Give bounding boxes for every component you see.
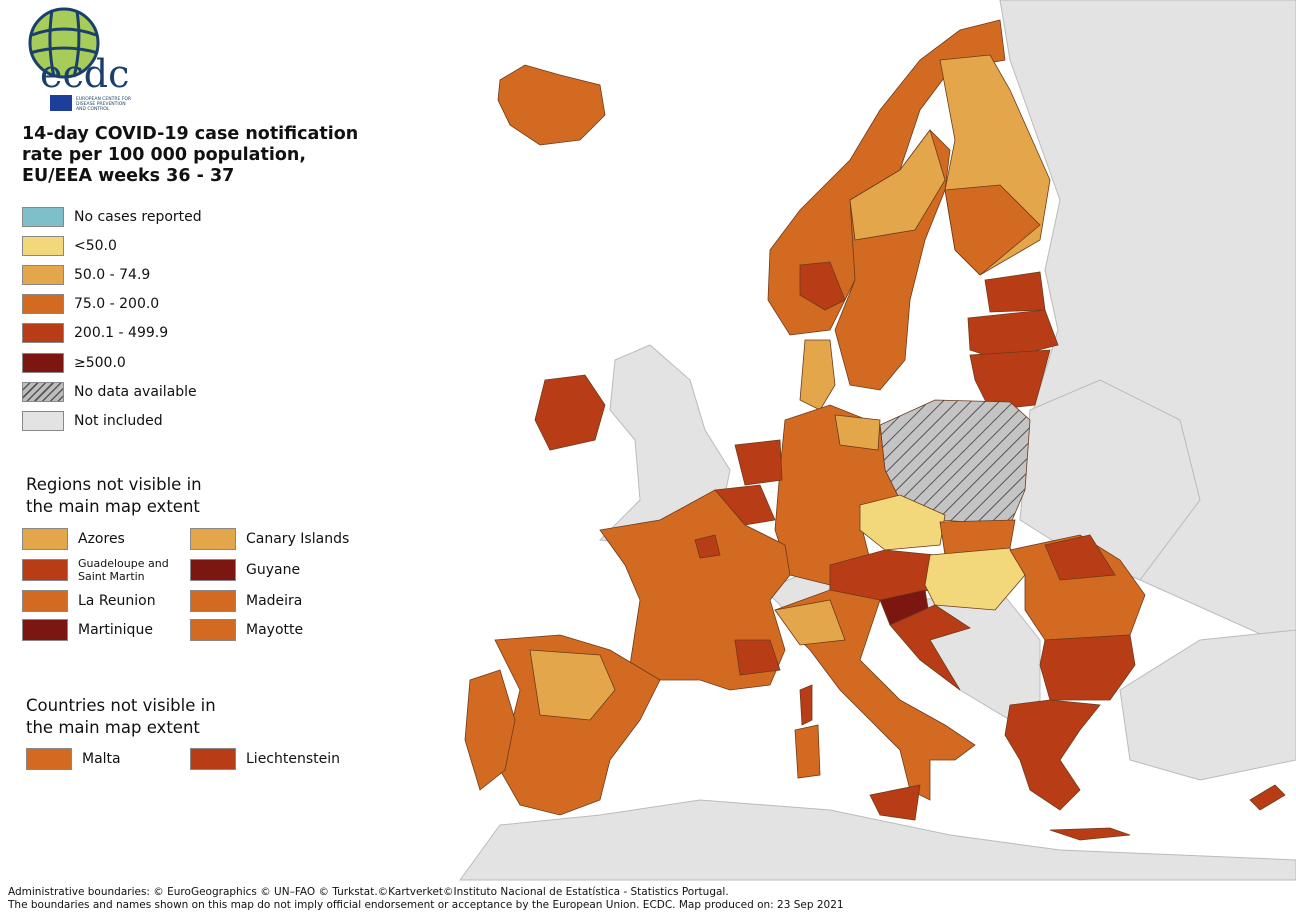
country-malta: Malta	[26, 748, 190, 770]
region-turkey-not-included	[1119, 629, 1296, 781]
region-france-paris	[694, 534, 721, 559]
region-finland-south	[944, 184, 1041, 276]
region-label: Mayotte	[246, 622, 304, 638]
region-martinique: Martinique	[22, 619, 190, 641]
legend-label: 75.0 - 200.0	[74, 296, 160, 313]
swatch	[190, 590, 236, 612]
country-iceland	[497, 64, 606, 146]
regions-heading: Regions not visible in the main map exte…	[26, 475, 202, 516]
region-madeira: Madeira	[190, 590, 360, 612]
region-label: Madeira	[246, 593, 303, 609]
swatch	[190, 559, 236, 581]
legend-label: <50.0	[74, 237, 117, 254]
footer-line-2: The boundaries and names shown on this m…	[8, 899, 844, 911]
country-label: Malta	[82, 751, 121, 767]
country-czechia	[859, 494, 946, 551]
swatch	[22, 619, 68, 641]
legend-item-no-data: No data available	[22, 377, 202, 406]
region-label: La Reunion	[78, 593, 156, 609]
legend-label: Not included	[74, 412, 163, 429]
country-netherlands	[734, 439, 783, 486]
swatch	[22, 352, 64, 373]
legend-item-lt50: <50.0	[22, 231, 202, 260]
swatch	[190, 528, 236, 550]
swatch	[22, 590, 68, 612]
legend-item-75-200: 75.0 - 200.0	[22, 290, 202, 319]
island-crete	[1049, 827, 1131, 841]
swatch	[22, 294, 64, 315]
country-portugal	[464, 669, 516, 791]
region-label: Guadeloupe and Saint Martin	[78, 557, 169, 583]
island-corsica	[799, 684, 813, 726]
region-la-reunion: La Reunion	[22, 590, 190, 612]
ecdc-logo: ecdc EUROPEAN CENTRE FOR DISEASE PREVENT…	[22, 5, 152, 115]
legend-item-ge500: ≥500.0	[22, 348, 202, 377]
swatch	[22, 323, 64, 344]
legend-label: No data available	[74, 383, 197, 400]
region-north-africa-not-included	[459, 799, 1296, 881]
legend-label: 50.0 - 74.9	[74, 266, 151, 283]
region-label: Azores	[78, 531, 125, 547]
regions-legend: Azores Canary Islands Guadeloupe and Sai…	[22, 528, 360, 641]
country-greece	[1004, 699, 1101, 811]
country-croatia	[889, 604, 971, 691]
country-cyprus	[1249, 784, 1286, 811]
region-guyane: Guyane	[190, 557, 360, 583]
legend-label: ≥500.0	[74, 354, 126, 371]
country-ireland	[534, 374, 606, 451]
svg-text:EUROPEAN CENTRE FOR: EUROPEAN CENTRE FOR	[76, 96, 131, 102]
legend-item-50-74: 50.0 - 74.9	[22, 260, 202, 289]
island-sicily	[869, 784, 921, 821]
region-guadeloupe: Guadeloupe and Saint Martin	[22, 557, 190, 583]
region-germany-east	[834, 414, 881, 451]
swatch	[22, 410, 64, 431]
legend-item-200-499: 200.1 - 499.9	[22, 319, 202, 348]
swatch	[22, 235, 64, 256]
map-title: 14-day COVID-19 case notification rate p…	[22, 124, 359, 186]
legend-item-not-included: Not included	[22, 406, 202, 435]
region-norway-high	[799, 261, 846, 311]
region-spain-central	[529, 649, 616, 721]
svg-text:AND CONTROL: AND CONTROL	[76, 106, 110, 112]
region-france-south	[734, 639, 781, 676]
country-estonia	[984, 271, 1046, 313]
swatch	[190, 748, 236, 770]
country-label: Liechtenstein	[246, 751, 341, 767]
country-liechtenstein: Liechtenstein	[190, 748, 360, 770]
swatch	[22, 264, 64, 285]
swatch	[22, 528, 68, 550]
swatch	[26, 748, 72, 770]
footer-credits: Administrative boundaries: © EuroGeograp…	[8, 886, 844, 912]
swatch	[190, 619, 236, 641]
region-label: Canary Islands	[246, 531, 350, 547]
region-label: Guyane	[246, 562, 301, 578]
legend: No cases reported <50.0 50.0 - 74.9 75.0…	[22, 202, 202, 436]
region-label: Martinique	[78, 622, 153, 638]
legend-label: No cases reported	[74, 208, 202, 225]
region-romania-north	[1044, 534, 1116, 581]
countries-legend: Malta Liechtenstein	[26, 748, 360, 770]
swatch	[22, 559, 68, 581]
countries-heading: Countries not visible in the main map ex…	[26, 696, 216, 737]
island-sardinia	[794, 724, 821, 779]
svg-text:DISEASE PREVENTION: DISEASE PREVENTION	[76, 101, 126, 107]
country-hungary	[924, 547, 1026, 611]
swatch	[22, 206, 64, 227]
legend-item-no-cases: No cases reported	[22, 202, 202, 231]
region-italy-north	[774, 599, 846, 646]
swatch	[22, 381, 64, 402]
region-sweden-north	[849, 129, 946, 241]
footer-line-1: Administrative boundaries: © EuroGeograp…	[8, 886, 729, 898]
legend-label: 200.1 - 499.9	[74, 325, 169, 342]
region-ukraine-belarus-not-included	[1019, 379, 1201, 581]
region-azores: Azores	[22, 528, 190, 550]
country-denmark	[799, 339, 836, 411]
svg-text:ecdc: ecdc	[40, 52, 129, 96]
region-canary-islands: Canary Islands	[190, 528, 360, 550]
region-mayotte: Mayotte	[190, 619, 360, 641]
country-bulgaria	[1039, 634, 1136, 701]
